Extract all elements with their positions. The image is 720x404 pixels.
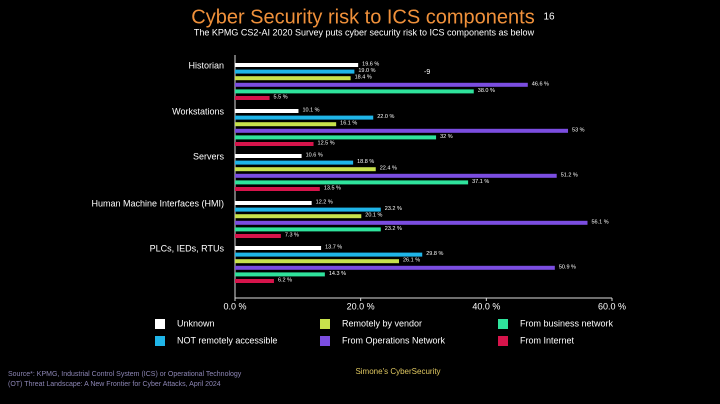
value-label: 22.4 % <box>380 166 397 172</box>
value-label: 5.5 % <box>274 94 288 100</box>
value-label: 20.1 % <box>365 213 382 219</box>
x-tick-label: 20.0 % <box>347 301 375 311</box>
bar <box>235 167 376 172</box>
bar <box>235 115 374 120</box>
bar <box>235 220 588 225</box>
bar <box>235 63 359 67</box>
bar <box>235 128 569 133</box>
legend-swatch <box>320 336 330 346</box>
x-tick-label: 0.0 % <box>223 301 246 311</box>
bar <box>235 96 270 100</box>
value-label: 19.0 % <box>358 68 375 74</box>
bar <box>235 180 469 185</box>
value-label: 18.8 % <box>357 159 374 165</box>
bar <box>235 259 399 264</box>
value-label: 12.2 % <box>316 199 333 205</box>
page-number: 16 <box>543 12 555 23</box>
bar <box>235 135 437 140</box>
value-label: 6.2 % <box>278 277 292 283</box>
bar <box>235 154 302 158</box>
bar <box>235 173 557 178</box>
value-label: 37.1 % <box>472 179 489 185</box>
chart-title: Cyber Security risk to ICS components <box>191 6 534 28</box>
bar <box>235 69 355 74</box>
value-label: 23.2 % <box>385 206 402 212</box>
value-label: 13.5 % <box>324 185 341 191</box>
legend-label: From Internet <box>520 335 575 345</box>
bar <box>235 76 351 81</box>
legend-swatch <box>498 319 508 329</box>
annotation: -9 <box>424 69 430 76</box>
bar <box>235 122 337 127</box>
source: Source*: KPMG, Industrial Control System… <box>8 371 242 378</box>
legend-label: Remotely by vendor <box>342 318 422 328</box>
value-label: 51.2 % <box>561 172 578 178</box>
bar <box>235 89 474 94</box>
value-label: 22.0 % <box>377 114 394 120</box>
bar <box>235 82 528 87</box>
y-tick-label: PLCs, IEDs, RTUs <box>150 243 225 253</box>
value-label: 19.6 % <box>362 61 379 67</box>
value-label: 29.8 % <box>426 251 443 257</box>
bar <box>235 109 299 113</box>
bar <box>235 142 314 146</box>
x-tick-label: 60.0 % <box>598 301 626 311</box>
value-label: 14.3 % <box>329 271 346 277</box>
value-label: 56.1 % <box>591 219 608 225</box>
bar <box>235 265 555 270</box>
bar <box>235 201 312 205</box>
bar <box>235 187 320 191</box>
bar <box>235 272 325 277</box>
bar <box>235 160 354 165</box>
legend-swatch <box>155 336 165 346</box>
value-label: 7.3 % <box>285 232 299 238</box>
legend-label: Unknown <box>177 318 215 328</box>
source: (OT) Threat Landscape: A New Frontier fo… <box>8 381 221 388</box>
bar <box>235 227 381 232</box>
value-label: 12.5 % <box>318 140 335 146</box>
bar <box>235 246 322 250</box>
value-label: 38.0 % <box>478 88 495 94</box>
credit: Simone's CyberSecurity <box>355 367 440 376</box>
subtitle: The KPMG CS2-AI 2020 Survey puts cyber s… <box>194 27 535 37</box>
value-label: 50.9 % <box>559 264 576 270</box>
legend-swatch <box>498 336 508 346</box>
value-label: 16.1 % <box>340 121 357 127</box>
bar <box>235 207 381 212</box>
y-tick-label: Workstations <box>172 106 224 116</box>
legend-label: From business network <box>520 318 614 328</box>
value-label: 13.7 % <box>325 244 342 250</box>
y-tick-label: Servers <box>193 151 225 161</box>
bar <box>235 214 362 219</box>
legend-label: From Operations Network <box>342 335 446 345</box>
value-label: 32 % <box>440 134 453 140</box>
legend-swatch <box>155 319 165 329</box>
value-label: 18.4 % <box>355 75 372 81</box>
bar <box>235 252 423 257</box>
value-label: 10.6 % <box>306 152 323 158</box>
value-label: 53 % <box>572 127 585 133</box>
value-label: 26.1 % <box>403 258 420 264</box>
value-label: 10.1 % <box>302 107 319 113</box>
legend-label: NOT remotely accessible <box>177 335 277 345</box>
value-label: 46.6 % <box>532 81 549 87</box>
value-label: 23.2 % <box>385 226 402 232</box>
bar <box>235 279 274 283</box>
y-tick-label: Human Machine Interfaces (HMI) <box>91 198 224 208</box>
y-tick-label: Historian <box>188 60 224 70</box>
bar <box>235 234 281 238</box>
legend-swatch <box>320 319 330 329</box>
x-tick-label: 40.0 % <box>472 301 500 311</box>
